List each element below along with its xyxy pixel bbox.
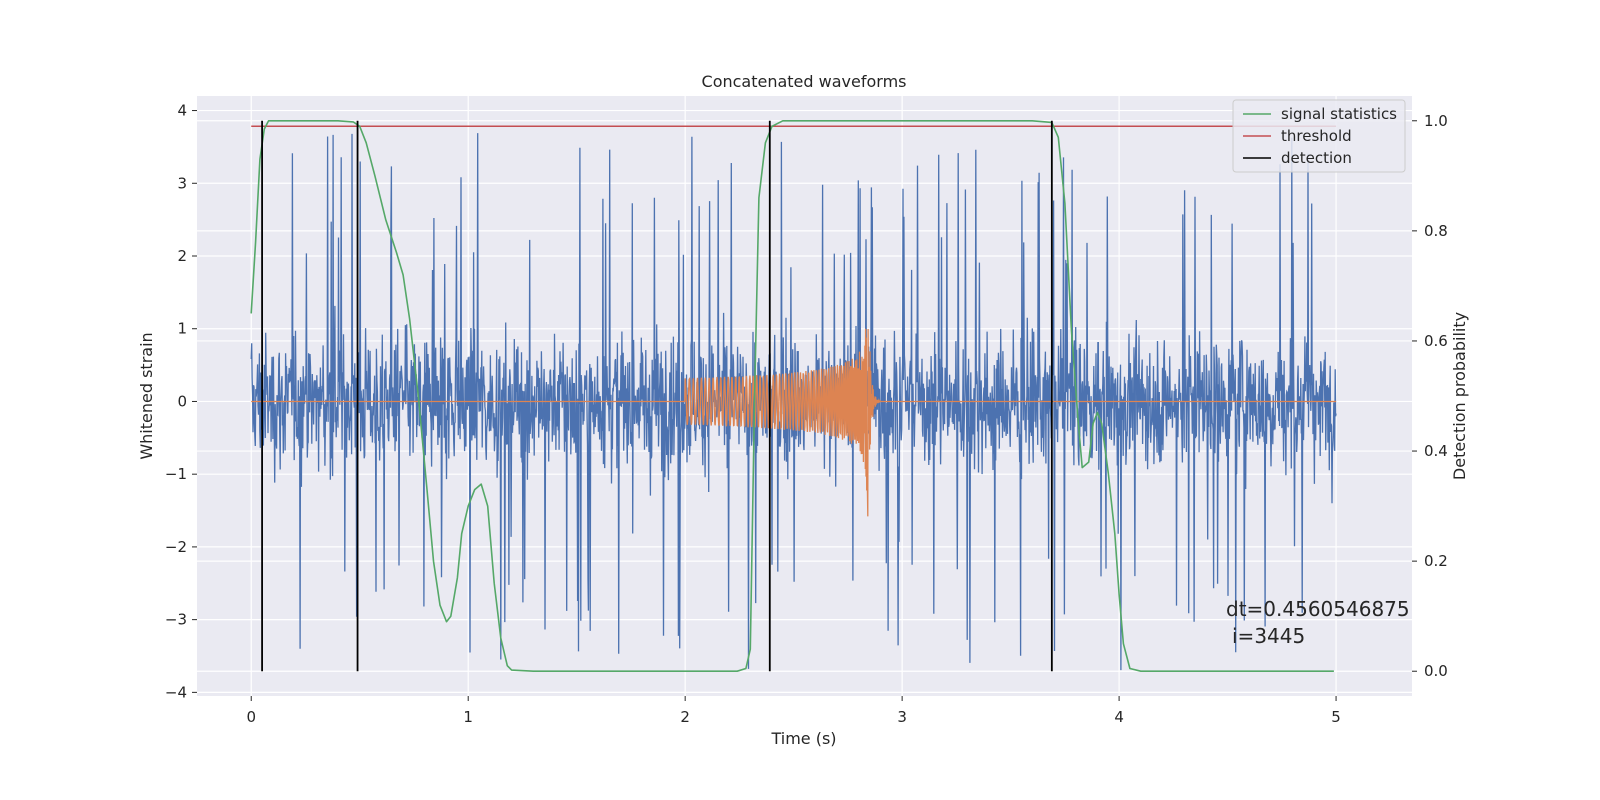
x-tick-label-0: 0	[246, 708, 256, 726]
y-tick-label-0: −4	[165, 683, 187, 701]
y2-axis-label: Detection probability	[1450, 312, 1469, 480]
y-tick-label-7: 3	[177, 174, 187, 192]
dt-annotation: dt=0.4560546875	[1226, 597, 1410, 621]
legend-label-signal-statistics: signal statistics	[1281, 105, 1397, 123]
y-tick-label-5: 1	[177, 320, 187, 338]
y2-tick-label-3: 0.6	[1424, 332, 1448, 350]
y-tick-label-3: −1	[165, 465, 187, 483]
x-tick-label-2: 2	[680, 708, 690, 726]
waveform-series	[251, 328, 1337, 517]
x-axis-label: Time (s)	[770, 729, 836, 748]
y-tick-label-6: 2	[177, 247, 187, 265]
y-tick-label-1: −3	[165, 611, 187, 629]
y2-tick-label-1: 0.2	[1424, 552, 1448, 570]
legend: signal statistics threshold detection	[1232, 99, 1406, 173]
y2-tick-label-5: 1.0	[1424, 112, 1448, 130]
y2-tick-label-2: 0.4	[1424, 442, 1448, 460]
legend-box	[1232, 99, 1406, 173]
x-tick-label-1: 1	[463, 708, 473, 726]
signal-statistics-line	[250, 120, 1334, 672]
y2-tick-label-4: 0.8	[1424, 222, 1448, 240]
legend-label-threshold: threshold	[1281, 127, 1352, 145]
y-tick-label-4: 0	[177, 392, 187, 410]
waveform-line	[251, 328, 1337, 517]
detection-series	[261, 120, 1053, 672]
y2-tick-label-0: 0.0	[1424, 662, 1448, 680]
legend-label-detection: detection	[1281, 149, 1352, 167]
axes: 0 1 2 3 4 5 −4 −3 −2 −1 0 1 2 3 4 0.0 0.2 0.4 0.6 0.8 1.0	[165, 102, 1448, 726]
y-tick-label-8: 4	[177, 102, 187, 120]
i-annotation: i=3445	[1232, 624, 1305, 648]
x-tick-label-5: 5	[1331, 708, 1341, 726]
signal-statistics-series	[250, 120, 1334, 672]
y-axis-label: Whitened strain	[137, 332, 156, 459]
x-tick-label-4: 4	[1114, 708, 1124, 726]
x-tick-label-3: 3	[897, 708, 907, 726]
y-tick-label-2: −2	[165, 538, 187, 556]
chart-title: Concatenated waveforms	[702, 72, 907, 91]
